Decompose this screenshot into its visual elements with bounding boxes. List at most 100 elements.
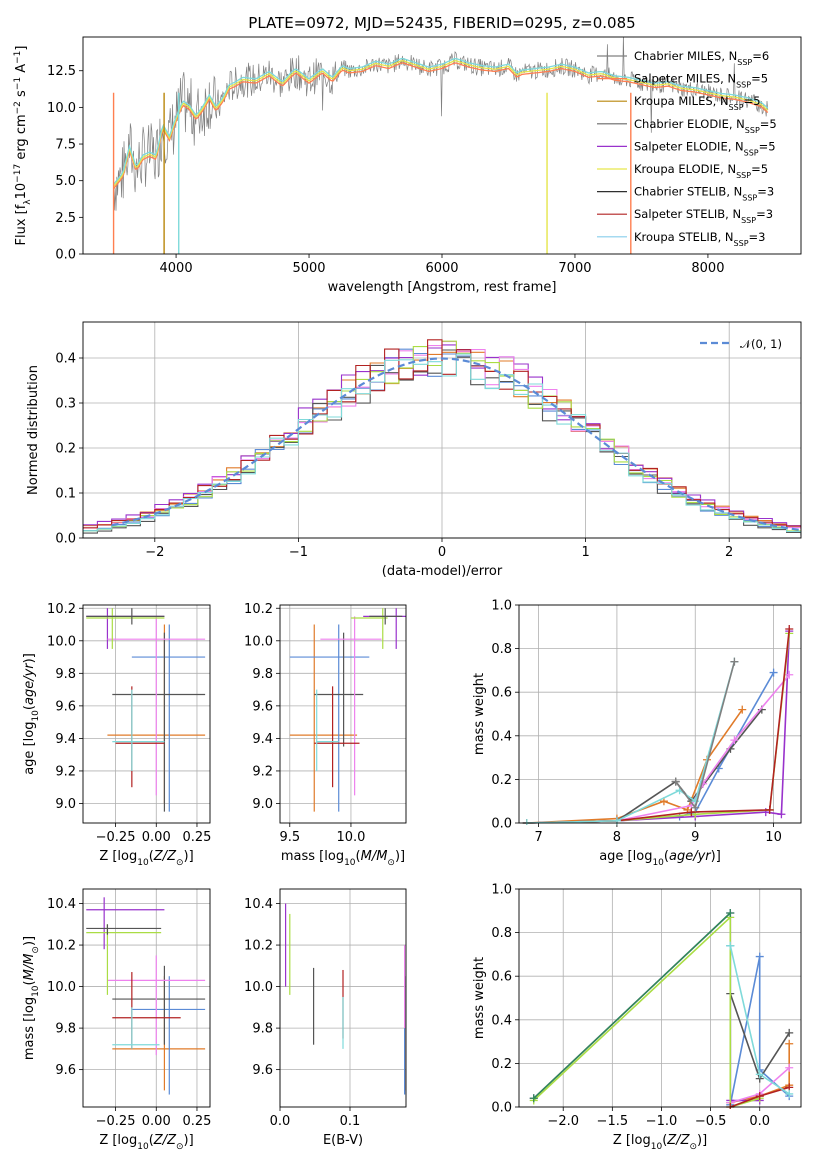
y-axis-label-part: age/yr xyxy=(22,662,37,705)
series-line xyxy=(526,709,743,824)
series-point xyxy=(612,816,621,825)
y-tick-label: 9.2 xyxy=(252,764,273,779)
y-axis-label: mass weight xyxy=(472,673,487,755)
y-axis-label-part: s xyxy=(14,90,29,101)
x-axis-label-part: 10 xyxy=(344,858,356,868)
series-point xyxy=(777,810,786,819)
line-series-group xyxy=(529,908,794,1109)
series-point xyxy=(765,805,774,814)
y-axis-label-part: mass weight xyxy=(472,957,487,1039)
series-point xyxy=(687,808,696,817)
y-tick-label: 0.4 xyxy=(491,1013,512,1028)
x-axis-label-part: mass [log xyxy=(281,849,344,864)
legend-label-sub: SSP xyxy=(744,148,759,157)
gaussian-curve xyxy=(111,357,801,532)
y-tick-label: 10.2 xyxy=(47,939,76,954)
x-tick-label: 10.0 xyxy=(336,830,365,845)
y-tick-label: 10.2 xyxy=(244,939,273,954)
legend-label-text: Kroupa ELODIE, N xyxy=(634,162,736,176)
x-axis-label-part: )] xyxy=(184,849,194,864)
x-axis-label: Z [log10(Z/Z⊙)] xyxy=(99,1133,193,1152)
legend-label-sub: SSP xyxy=(736,80,751,89)
spectrum-model-line xyxy=(113,60,769,187)
y-tick-label: 9.0 xyxy=(252,797,273,812)
y-tick-label: 9.4 xyxy=(55,732,76,747)
y-axis-label-part: mass weight xyxy=(472,673,487,755)
y-axis-label-part: )] xyxy=(22,653,37,663)
x-tick-label: 8 xyxy=(613,830,621,845)
x-axis-label-part: Z [log xyxy=(613,1133,651,1148)
x-tick-label: −0.5 xyxy=(695,1114,727,1129)
legend-label-tail: =5 xyxy=(751,72,768,86)
x-tick-label: 0.00 xyxy=(142,830,171,845)
x-axis-label-part: )] xyxy=(711,849,721,864)
y-axis-label-part: −1 xyxy=(13,77,23,90)
legend-label-sub: SSP xyxy=(736,171,751,180)
y-tick-label: 10.2 xyxy=(47,602,76,617)
x-tick-label: −2.0 xyxy=(547,1114,579,1129)
y-axis-label-part: ( xyxy=(22,705,37,710)
legend-label-tail: =5 xyxy=(744,94,761,108)
y-tick-label: 9.6 xyxy=(55,1063,76,1078)
legend-label-tail: =5 xyxy=(759,139,776,153)
x-tick-label: 7 xyxy=(534,830,542,845)
series-line xyxy=(533,915,760,1109)
x-axis-label: (data-model)/error xyxy=(382,564,503,579)
series-line xyxy=(526,633,791,824)
series-point xyxy=(785,670,794,679)
y-tick-label: 10.4 xyxy=(47,897,76,912)
x-axis-label-part: ⊙ xyxy=(176,858,184,868)
x-axis-label-part: )] xyxy=(395,849,405,864)
y-axis-label: age [log10(age/yr)] xyxy=(22,653,41,775)
x-tick-label: 0.1 xyxy=(340,1114,361,1129)
series-point xyxy=(730,736,739,745)
x-tick-label: 10 xyxy=(765,830,782,845)
x-axis-label-part: E(B-V) xyxy=(323,1133,363,1148)
y-axis-label-part: λ xyxy=(23,199,33,205)
legend-label-sub: SSP xyxy=(742,193,757,202)
legend-label: Chabrier STELIB, NSSP=3 xyxy=(634,185,774,203)
chart-title: PLATE=0972, MJD=52435, FIBERID=0295, z=0… xyxy=(248,14,635,32)
y-tick-label: 9.6 xyxy=(252,1063,273,1078)
y-axis-label-part: erg cm xyxy=(14,114,29,163)
y-tick-label: 9.8 xyxy=(252,1022,273,1037)
x-axis-label-part: ( xyxy=(356,849,361,864)
x-axis-label-part: ( xyxy=(662,1133,667,1148)
legend-label-sub: SSP xyxy=(745,125,760,134)
x-axis-label-part: age [log xyxy=(599,849,652,864)
y-tick-label: 1.0 xyxy=(491,883,512,898)
y-tick-label: 9.2 xyxy=(55,764,76,779)
errorbar-group xyxy=(289,608,406,812)
x-axis-label-part: ⊙ xyxy=(689,1142,697,1152)
x-axis-label-part: M/M xyxy=(361,849,388,864)
legend-label-tail: =5 xyxy=(760,117,777,131)
axes-frame xyxy=(82,604,211,824)
series-point xyxy=(785,1089,794,1098)
y-axis-label-part: Flux [f xyxy=(14,204,29,245)
y-tick-label: 0.6 xyxy=(491,686,512,701)
series-point xyxy=(785,1039,794,1048)
y-axis-label: Flux [fλ10−17 erg cm−2 s−1 A−1] xyxy=(13,46,33,246)
y-axis-label-part: ⊙ xyxy=(31,946,41,954)
legend-label-tail: =5 xyxy=(751,162,768,176)
x-tick-label: 2 xyxy=(725,545,733,560)
x-axis-label: Z [log10(Z/Z⊙)] xyxy=(99,849,193,868)
y-axis-label: mass weight xyxy=(472,957,487,1039)
y-tick-label: 9.6 xyxy=(252,699,273,714)
series-point xyxy=(785,624,794,633)
histogram-step-line xyxy=(83,353,801,535)
x-tick-label: 0 xyxy=(438,545,446,560)
x-axis-label-part: )] xyxy=(697,1133,707,1148)
y-tick-label: 2.5 xyxy=(55,211,76,226)
legend-label-tail: =3 xyxy=(756,207,773,221)
series-point xyxy=(785,1063,794,1072)
series-point xyxy=(755,952,764,961)
x-axis-label-part: 10 xyxy=(651,1142,663,1152)
y-axis-label-part: A xyxy=(14,64,29,77)
legend-label: Chabrier MILES, NSSP=6 xyxy=(634,49,769,67)
axes-frame xyxy=(82,36,802,255)
series-point xyxy=(755,1070,764,1079)
y-tick-label: 0.1 xyxy=(55,487,76,502)
spectrum-data-line xyxy=(113,37,769,211)
